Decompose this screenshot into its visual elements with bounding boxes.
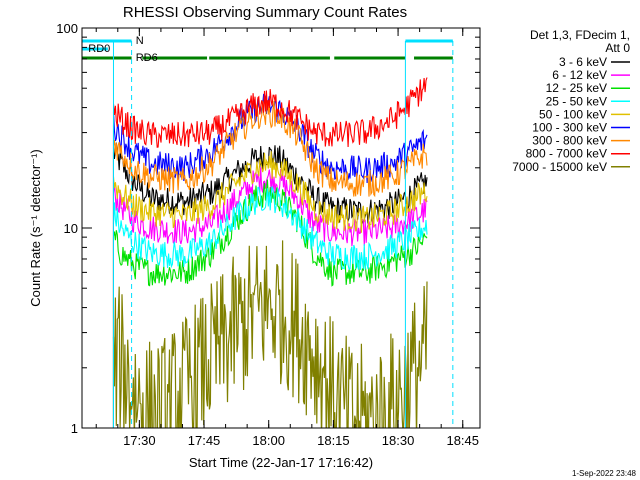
legend-label-5: 50 - 100 keV xyxy=(539,107,607,121)
y-tick-label-1: 100 xyxy=(56,21,78,36)
legend-label-6: 100 - 300 keV xyxy=(532,121,607,135)
legend-label-7: 300 - 800 keV xyxy=(532,134,607,148)
legend-label-8: 800 - 7000 keV xyxy=(526,147,607,161)
legend-label-4: 25 - 50 keV xyxy=(546,94,607,108)
eclipse-layer xyxy=(112,41,454,428)
x-tick-label-1: 17:30 xyxy=(123,433,156,448)
x-tick-label-5: 18:30 xyxy=(382,433,415,448)
legend-label-2: 6 - 12 keV xyxy=(552,68,607,82)
flag-layer: N RD0 RD6 xyxy=(82,35,453,64)
y-tick-label-3: 1 xyxy=(71,421,78,436)
series-line-4 xyxy=(112,186,428,270)
x-axis-label: Start Time (22-Jan-17 17:16:42) xyxy=(189,455,373,470)
generation-timestamp: 1-Sep-2022 23:48 xyxy=(572,469,637,478)
legend-label-1: 3 - 6 keV xyxy=(559,55,607,69)
series-layer xyxy=(112,77,428,428)
series-line-9 xyxy=(112,240,428,428)
x-tick-label-4: 18:15 xyxy=(317,433,350,448)
chart-title: RHESSI Observing Summary Count Rates xyxy=(123,4,407,21)
flag-label-rd6: RD6 xyxy=(136,52,158,64)
legend-label-9: 7000 - 15000 keV xyxy=(512,160,607,174)
y-axis-label: Count Rate (s⁻¹ detector⁻¹) xyxy=(28,149,43,307)
x-axis: 17:30 17:45 18:00 18:15 18:30 18:45 xyxy=(95,28,479,448)
x-tick-label-3: 18:00 xyxy=(252,433,285,448)
series-line-5 xyxy=(112,151,428,233)
series-line-1 xyxy=(112,142,428,226)
series-line-2 xyxy=(112,167,428,247)
flag-label-rd0: RD0 xyxy=(88,43,110,55)
flag-label-n: N xyxy=(136,35,144,47)
legend-header-line-2: Att 0 xyxy=(605,41,630,55)
y-axis: 100 10 1 xyxy=(56,21,480,436)
x-tick-label-2: 17:45 xyxy=(188,433,221,448)
legend-label-3: 12 - 25 keV xyxy=(546,81,607,95)
series-line-8 xyxy=(112,77,428,148)
series-line-7 xyxy=(112,99,428,198)
x-tick-label-6: 18:45 xyxy=(446,433,479,448)
y-tick-label-2: 10 xyxy=(64,221,78,236)
legend-header-line-1: Det 1,3, FDecim 1, xyxy=(530,28,630,42)
series-line-3 xyxy=(112,179,428,287)
